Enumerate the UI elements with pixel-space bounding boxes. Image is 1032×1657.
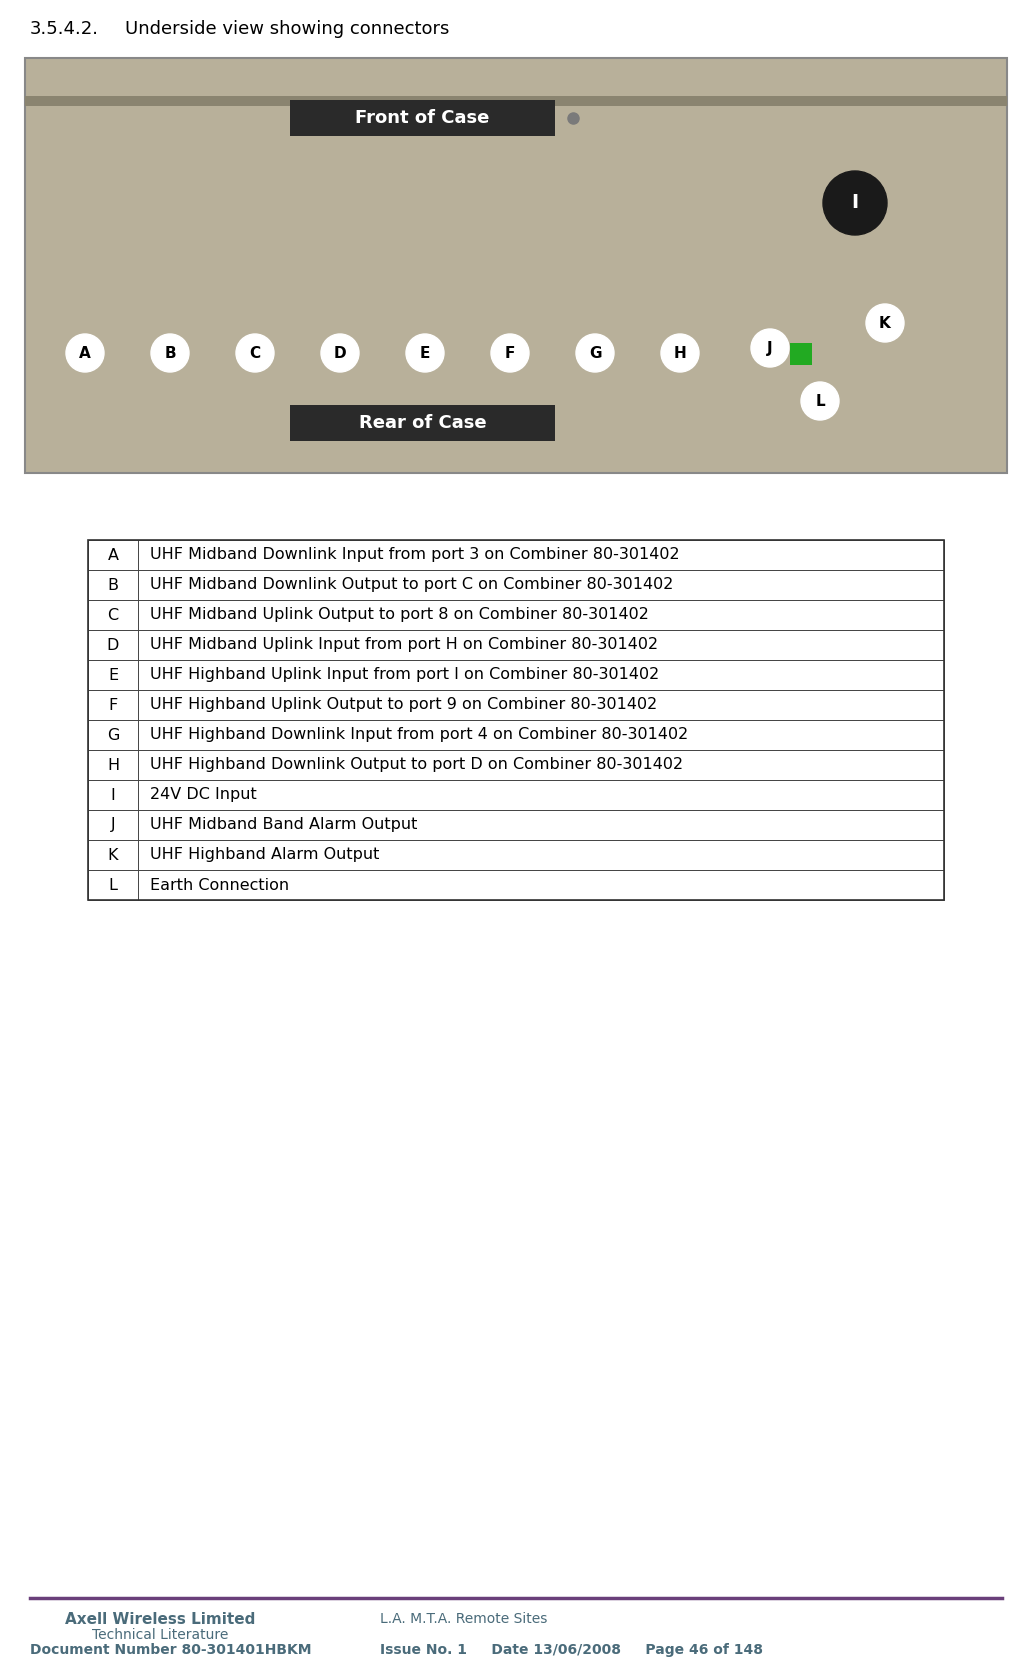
Bar: [88, 540, 944, 570]
Circle shape: [321, 335, 359, 373]
Text: A: A: [107, 547, 119, 562]
Bar: [25, 96, 1007, 106]
Bar: [791, 343, 812, 365]
Bar: [290, 99, 555, 136]
Text: L.A. M.T.A. Remote Sites: L.A. M.T.A. Remote Sites: [380, 1612, 547, 1626]
Text: C: C: [107, 608, 119, 623]
Circle shape: [151, 335, 189, 373]
Text: E: E: [108, 668, 118, 683]
Circle shape: [866, 303, 904, 341]
Text: Axell Wireless Limited: Axell Wireless Limited: [65, 1612, 255, 1627]
Bar: [88, 689, 944, 721]
Text: UHF Highband Alarm Output: UHF Highband Alarm Output: [150, 847, 380, 863]
Text: UHF Highband Downlink Output to port D on Combiner 80-301402: UHF Highband Downlink Output to port D o…: [150, 757, 683, 772]
Circle shape: [236, 335, 275, 373]
Text: Front of Case: Front of Case: [355, 109, 490, 128]
Circle shape: [491, 335, 529, 373]
Bar: [88, 630, 944, 659]
Bar: [88, 780, 944, 810]
Text: Issue No. 1     Date 13/06/2008     Page 46 of 148: Issue No. 1 Date 13/06/2008 Page 46 of 1…: [380, 1644, 763, 1657]
Bar: [88, 721, 944, 751]
Circle shape: [66, 335, 104, 373]
Text: Underside view showing connectors: Underside view showing connectors: [125, 20, 449, 38]
Bar: [25, 58, 1007, 472]
Text: UHF Highband Downlink Input from port 4 on Combiner 80-301402: UHF Highband Downlink Input from port 4 …: [150, 727, 688, 742]
Bar: [290, 404, 555, 441]
Text: A: A: [79, 346, 91, 361]
Text: J: J: [110, 817, 116, 832]
Circle shape: [576, 335, 614, 373]
Text: C: C: [250, 346, 260, 361]
Bar: [88, 540, 944, 900]
Text: K: K: [879, 315, 891, 330]
Text: Earth Connection: Earth Connection: [150, 878, 289, 893]
Bar: [88, 751, 944, 780]
Text: L: L: [108, 878, 118, 893]
Text: L: L: [815, 393, 825, 409]
Text: UHF Midband Downlink Input from port 3 on Combiner 80-301402: UHF Midband Downlink Input from port 3 o…: [150, 547, 680, 562]
Circle shape: [406, 335, 444, 373]
Bar: [88, 570, 944, 600]
Circle shape: [751, 330, 789, 366]
Text: D: D: [333, 346, 347, 361]
Text: 3.5.4.2.: 3.5.4.2.: [30, 20, 99, 38]
Text: Technical Literature: Technical Literature: [92, 1627, 228, 1642]
Text: I: I: [851, 194, 859, 212]
Bar: [88, 840, 944, 870]
Text: B: B: [164, 346, 175, 361]
Bar: [88, 870, 944, 900]
Text: H: H: [107, 757, 119, 772]
Text: F: F: [108, 698, 118, 713]
Text: D: D: [107, 638, 119, 653]
Circle shape: [823, 171, 886, 235]
Text: E: E: [420, 346, 430, 361]
Bar: [88, 600, 944, 630]
Text: F: F: [505, 346, 515, 361]
Text: UHF Midband Uplink Output to port 8 on Combiner 80-301402: UHF Midband Uplink Output to port 8 on C…: [150, 608, 649, 623]
Text: 24V DC Input: 24V DC Input: [150, 787, 257, 802]
Text: H: H: [674, 346, 686, 361]
Text: UHF Highband Uplink Input from port I on Combiner 80-301402: UHF Highband Uplink Input from port I on…: [150, 668, 659, 683]
Text: G: G: [107, 727, 119, 742]
Text: UHF Highband Uplink Output to port 9 on Combiner 80-301402: UHF Highband Uplink Output to port 9 on …: [150, 698, 657, 713]
Bar: [88, 810, 944, 840]
Text: K: K: [107, 847, 119, 863]
Text: J: J: [767, 340, 773, 356]
Text: UHF Midband Uplink Input from port H on Combiner 80-301402: UHF Midband Uplink Input from port H on …: [150, 638, 658, 653]
Bar: [88, 659, 944, 689]
Text: G: G: [588, 346, 602, 361]
Circle shape: [662, 335, 699, 373]
Text: B: B: [107, 578, 119, 593]
Text: UHF Midband Band Alarm Output: UHF Midband Band Alarm Output: [150, 817, 417, 832]
Circle shape: [801, 383, 839, 419]
Text: I: I: [110, 787, 116, 802]
Text: Rear of Case: Rear of Case: [359, 414, 486, 432]
Text: UHF Midband Downlink Output to port C on Combiner 80-301402: UHF Midband Downlink Output to port C on…: [150, 578, 673, 593]
Text: Document Number 80-301401HBKM: Document Number 80-301401HBKM: [30, 1644, 312, 1657]
